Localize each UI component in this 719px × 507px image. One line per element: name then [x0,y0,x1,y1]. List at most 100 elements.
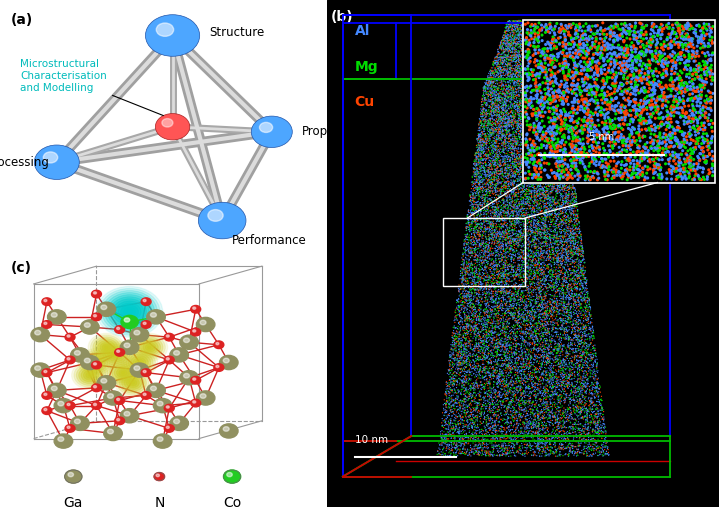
Point [558,437,569,445]
Point [471,378,482,386]
Point [454,365,466,373]
Point [480,84,491,92]
Point [483,231,495,239]
Point [500,70,511,78]
Point [549,175,560,183]
Point [496,284,508,292]
Point [484,162,495,170]
Point [505,204,516,212]
Point [539,66,551,74]
Point [562,230,573,238]
Point [566,330,577,338]
Point [511,420,523,428]
Point [704,36,715,44]
Point [480,389,491,397]
Point [701,114,713,122]
Point [639,70,651,79]
Point [562,200,574,208]
Point [690,93,702,101]
Point [506,169,518,177]
Point [496,184,508,192]
Point [585,417,597,425]
Point [502,70,513,79]
Point [523,201,534,209]
Point [505,311,517,319]
Point [603,66,615,75]
Point [580,263,591,271]
Point [555,438,567,446]
Point [568,308,580,316]
Point [510,375,522,383]
Point [466,205,477,213]
Point [453,301,464,309]
Point [505,265,517,273]
Point [569,388,581,396]
Point [508,133,520,141]
Point [469,164,480,172]
Point [523,64,534,73]
Point [567,422,579,430]
Point [513,189,524,197]
Point [581,52,592,60]
Point [526,258,537,266]
Point [546,144,558,152]
Point [523,47,535,55]
Point [682,139,693,147]
Point [498,287,510,296]
Point [530,41,541,49]
Point [480,296,492,304]
Point [477,143,488,152]
Point [481,328,493,336]
Point [549,138,561,147]
Point [550,269,562,277]
Point [510,333,522,341]
Point [471,285,482,293]
Point [480,416,492,424]
Point [485,261,496,269]
Point [654,163,666,171]
Point [500,123,511,131]
Point [508,208,520,216]
Point [508,281,520,289]
Point [605,26,617,34]
Point [486,208,498,216]
Point [449,371,461,379]
Point [584,55,595,63]
Point [551,258,563,266]
Point [575,261,587,269]
Point [462,238,473,246]
Point [496,170,508,178]
Point [472,411,483,419]
Point [563,142,574,150]
Point [544,341,555,349]
Point [506,263,518,271]
Point [456,368,467,376]
Point [535,436,546,444]
Point [577,257,588,265]
Point [493,421,504,429]
Point [517,99,528,107]
Point [526,63,538,71]
Point [472,189,484,197]
Point [511,354,523,363]
Point [569,323,580,332]
Point [557,252,568,261]
Point [483,78,495,86]
Point [505,85,517,93]
Point [526,399,538,407]
Point [518,131,530,139]
Point [561,267,572,275]
Point [696,91,707,99]
Point [539,43,551,51]
Point [572,392,584,400]
Point [523,251,534,259]
Point [516,248,528,257]
Point [554,94,566,102]
Point [601,443,613,451]
Point [551,99,562,107]
Point [513,103,525,112]
Point [533,192,544,200]
Point [512,439,523,447]
Point [516,341,527,349]
Point [516,426,527,434]
